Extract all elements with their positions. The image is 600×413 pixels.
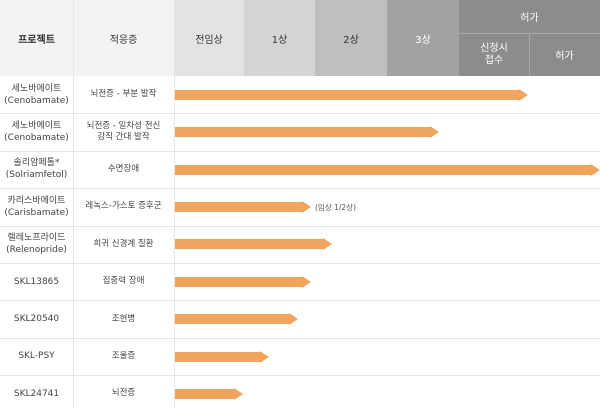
progress-arrow-head (302, 275, 311, 288)
header-divider-v (529, 33, 530, 76)
header-phase1: 1상 (244, 0, 315, 76)
grid-line (73, 0, 74, 409)
grid-line (174, 76, 175, 409)
progress-arrow-head (518, 88, 528, 101)
phase-note: (임상 1/2상) (315, 202, 357, 212)
header-preclinical: 전임상 (174, 0, 244, 76)
project-name: SKL24741 (13, 388, 60, 399)
project-name: 카리스바메이트 (Carisbamate) (4, 195, 69, 218)
project-name: SKL13865 (13, 276, 60, 287)
project-name: 렐레노프라이드 (Relenopride) (6, 233, 67, 256)
indication-label: 수면장애 (107, 163, 140, 174)
progress-arrow-head (234, 387, 243, 400)
progress-arrow-head (259, 350, 269, 363)
progress-arrow-head (429, 126, 439, 139)
progress-bar (175, 314, 290, 325)
indication-label: 뇌전증 (111, 388, 136, 399)
progress-arrow-head (323, 238, 333, 251)
progress-bar (175, 127, 430, 138)
row-divider (0, 113, 600, 114)
row-divider (0, 263, 600, 264)
project-name: SKL20540 (13, 314, 60, 325)
indication-label: 조현병 (111, 313, 136, 324)
progress-arrow-head (289, 313, 299, 326)
header-project: 프로젝트 (0, 0, 73, 76)
row-divider (0, 375, 600, 376)
row-divider (0, 300, 600, 301)
progress-bar (175, 351, 260, 362)
header-indication: 적응증 (73, 0, 174, 76)
indication-label: 집중력 장애 (102, 276, 145, 287)
header-phase2: 2상 (315, 0, 387, 76)
progress-bar (175, 239, 324, 250)
project-name: 솔리암페톨* (Solriamfetol) (5, 158, 68, 181)
progress-bar (175, 89, 519, 100)
row-divider (0, 338, 600, 339)
row-divider (0, 188, 600, 189)
header-approval: 허가 (459, 0, 600, 33)
project-name: 세노바메이트 (Cenobamate) (4, 83, 69, 106)
row-divider (0, 151, 600, 152)
progress-bar (175, 388, 234, 399)
indication-label: 조울증 (111, 350, 136, 361)
progress-arrow-head (302, 200, 311, 213)
progress-bar (175, 164, 591, 175)
header-approval-granted: 허가 (529, 33, 600, 76)
progress-bar (175, 201, 302, 212)
indication-label: 레녹스-가스토 증후군 (85, 201, 162, 212)
progress-arrow-head (591, 163, 600, 176)
indication-label: 뇌전증 - 일차성 전신 강직 간대 발작 (86, 121, 161, 143)
indication-label: 희귀 신경계 질환 (93, 238, 154, 249)
header-phase3: 3상 (387, 0, 459, 76)
header-approval-filing: 신청시 접수 (459, 33, 529, 76)
project-name: SKL-PSY (18, 351, 55, 362)
project-name: 세노바메이트 (Cenobamate) (4, 121, 69, 144)
row-divider (0, 226, 600, 227)
indication-label: 뇌전증 - 부분 발작 (90, 89, 157, 100)
progress-bar (175, 276, 302, 287)
